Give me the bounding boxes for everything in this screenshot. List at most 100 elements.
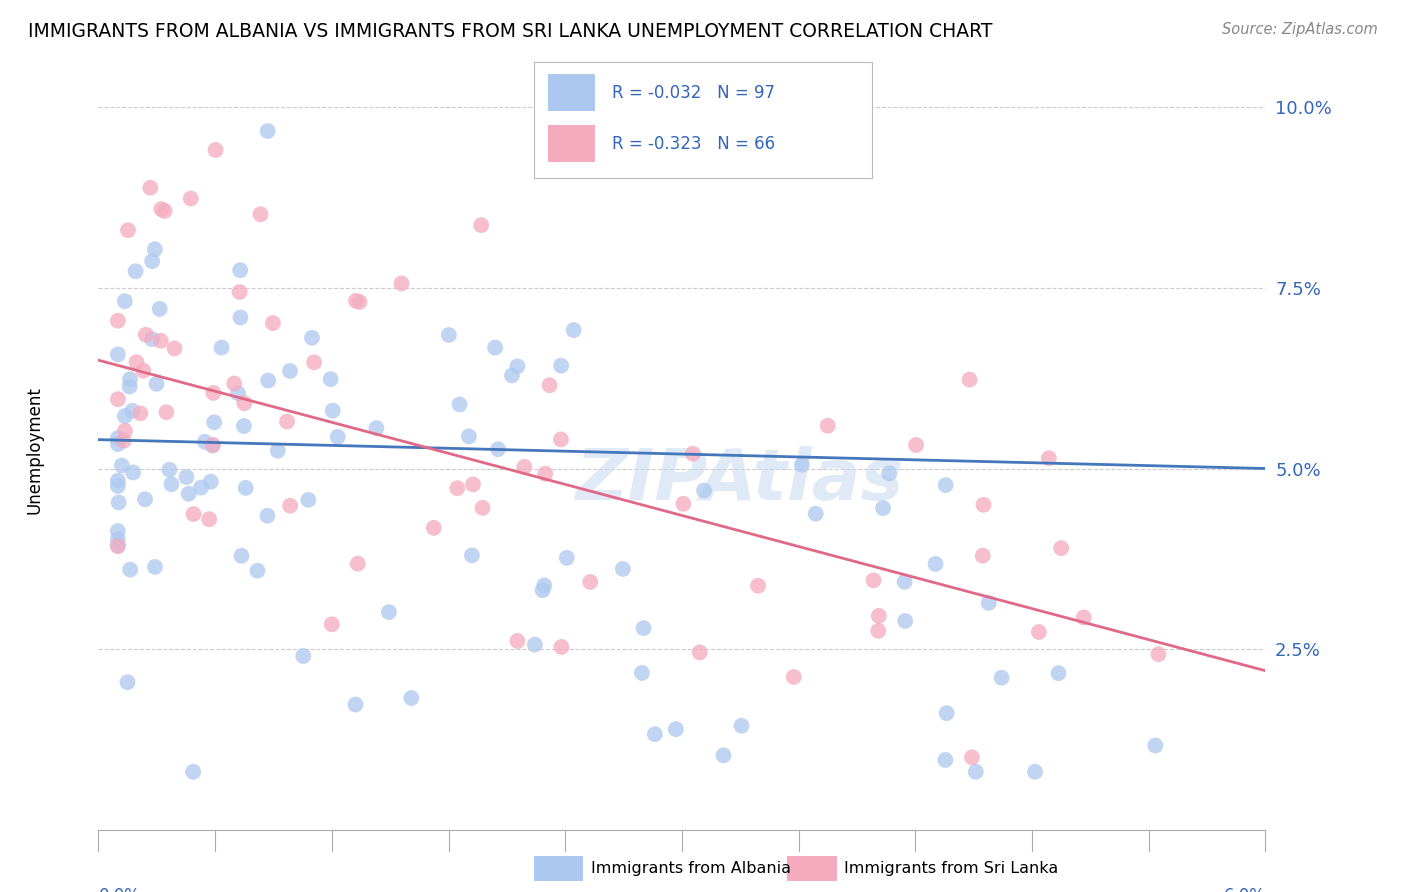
- Point: [644, 727, 666, 741]
- Point: [200, 475, 222, 489]
- Point: [401, 691, 423, 706]
- Point: [107, 431, 129, 445]
- Point: [550, 433, 572, 447]
- Point: [893, 574, 915, 589]
- Point: [132, 364, 155, 378]
- Point: [134, 492, 156, 507]
- Point: [790, 458, 813, 472]
- Point: [107, 539, 129, 553]
- Point: [278, 499, 301, 513]
- Point: [804, 507, 827, 521]
- Point: [249, 207, 271, 221]
- Point: [302, 355, 325, 369]
- Point: [817, 418, 839, 433]
- Text: R = -0.323   N = 66: R = -0.323 N = 66: [612, 135, 775, 153]
- Point: [202, 415, 225, 429]
- Point: [114, 294, 136, 309]
- Point: [114, 409, 136, 423]
- Point: [107, 474, 129, 488]
- Point: [135, 327, 157, 342]
- Point: [160, 477, 183, 491]
- Point: [959, 373, 981, 387]
- Point: [344, 698, 367, 712]
- Point: [181, 764, 204, 779]
- Point: [117, 675, 139, 690]
- Point: [437, 327, 460, 342]
- Point: [501, 368, 523, 383]
- Point: [1028, 625, 1050, 640]
- Point: [534, 467, 557, 481]
- Point: [457, 429, 479, 443]
- Point: [461, 549, 484, 563]
- Point: [107, 392, 129, 407]
- Point: [301, 331, 323, 345]
- Point: [1050, 541, 1073, 555]
- Point: [262, 316, 284, 330]
- Point: [713, 748, 735, 763]
- Point: [461, 477, 484, 491]
- Point: [129, 406, 152, 420]
- Point: [555, 550, 578, 565]
- Point: [894, 614, 917, 628]
- Point: [118, 379, 141, 393]
- Point: [1024, 764, 1046, 779]
- Point: [180, 192, 202, 206]
- Point: [107, 532, 129, 546]
- Point: [550, 359, 572, 373]
- Point: [194, 434, 217, 449]
- Point: [149, 301, 172, 316]
- Point: [366, 421, 388, 435]
- Point: [125, 355, 148, 369]
- Point: [226, 386, 249, 401]
- Point: [190, 481, 212, 495]
- Point: [118, 372, 141, 386]
- Point: [631, 665, 654, 680]
- Point: [872, 501, 894, 516]
- Point: [693, 483, 716, 498]
- Point: [124, 264, 146, 278]
- Point: [506, 359, 529, 374]
- Point: [141, 254, 163, 268]
- Point: [201, 438, 224, 452]
- Point: [143, 242, 166, 256]
- Text: Immigrants from Sri Lanka: Immigrants from Sri Lanka: [844, 862, 1057, 876]
- Point: [143, 560, 166, 574]
- Point: [114, 424, 136, 438]
- Point: [107, 495, 129, 509]
- Point: [550, 640, 572, 654]
- Point: [204, 143, 226, 157]
- Point: [877, 467, 900, 481]
- Point: [257, 374, 280, 388]
- Point: [107, 314, 129, 328]
- Point: [344, 293, 367, 308]
- Point: [256, 508, 278, 523]
- Point: [155, 405, 177, 419]
- Point: [246, 564, 269, 578]
- Point: [972, 498, 994, 512]
- Point: [523, 638, 546, 652]
- Point: [117, 223, 139, 237]
- Point: [378, 605, 401, 619]
- Point: [1073, 610, 1095, 624]
- Point: [934, 753, 956, 767]
- Text: 6.0%: 6.0%: [1223, 888, 1265, 892]
- Point: [319, 372, 342, 386]
- Point: [960, 750, 983, 764]
- Point: [111, 458, 134, 473]
- Point: [141, 332, 163, 346]
- Point: [1047, 666, 1070, 681]
- Point: [990, 671, 1012, 685]
- Point: [868, 608, 890, 623]
- Point: [198, 512, 221, 526]
- Point: [256, 124, 278, 138]
- Point: [292, 648, 315, 663]
- Point: [231, 549, 253, 563]
- Point: [682, 447, 704, 461]
- Point: [531, 583, 554, 598]
- Point: [122, 466, 145, 480]
- Point: [346, 557, 368, 571]
- Point: [972, 549, 994, 563]
- Point: [423, 521, 446, 535]
- Text: IMMIGRANTS FROM ALBANIA VS IMMIGRANTS FROM SRI LANKA UNEMPLOYMENT CORRELATION CH: IMMIGRANTS FROM ALBANIA VS IMMIGRANTS FR…: [28, 22, 993, 41]
- Point: [1147, 647, 1170, 661]
